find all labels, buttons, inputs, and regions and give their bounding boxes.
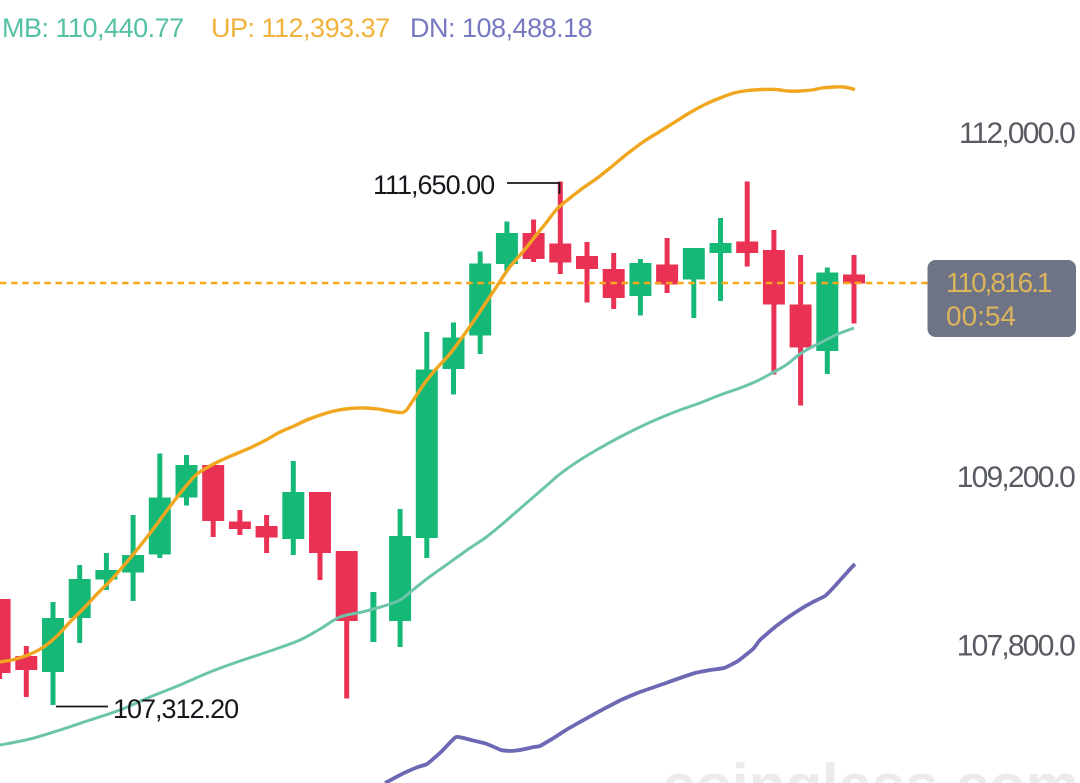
svg-text:107,312.20: 107,312.20 xyxy=(113,694,238,724)
svg-text:MB: 110,440.77: MB: 110,440.77 xyxy=(2,13,184,43)
svg-text:coinglass.com: coinglass.com xyxy=(662,752,1079,783)
svg-text:DN: 108,488.18: DN: 108,488.18 xyxy=(410,13,592,43)
svg-text:111,650.00: 111,650.00 xyxy=(373,170,494,200)
svg-text:00:54: 00:54 xyxy=(946,301,1016,332)
svg-text:110,816.1: 110,816.1 xyxy=(946,267,1052,298)
svg-text:UP: 112,393.37: UP: 112,393.37 xyxy=(211,13,390,43)
svg-text:112,000.0: 112,000.0 xyxy=(959,117,1075,150)
svg-text:109,200.0: 109,200.0 xyxy=(957,461,1075,494)
svg-text:107,800.0: 107,800.0 xyxy=(957,630,1075,663)
